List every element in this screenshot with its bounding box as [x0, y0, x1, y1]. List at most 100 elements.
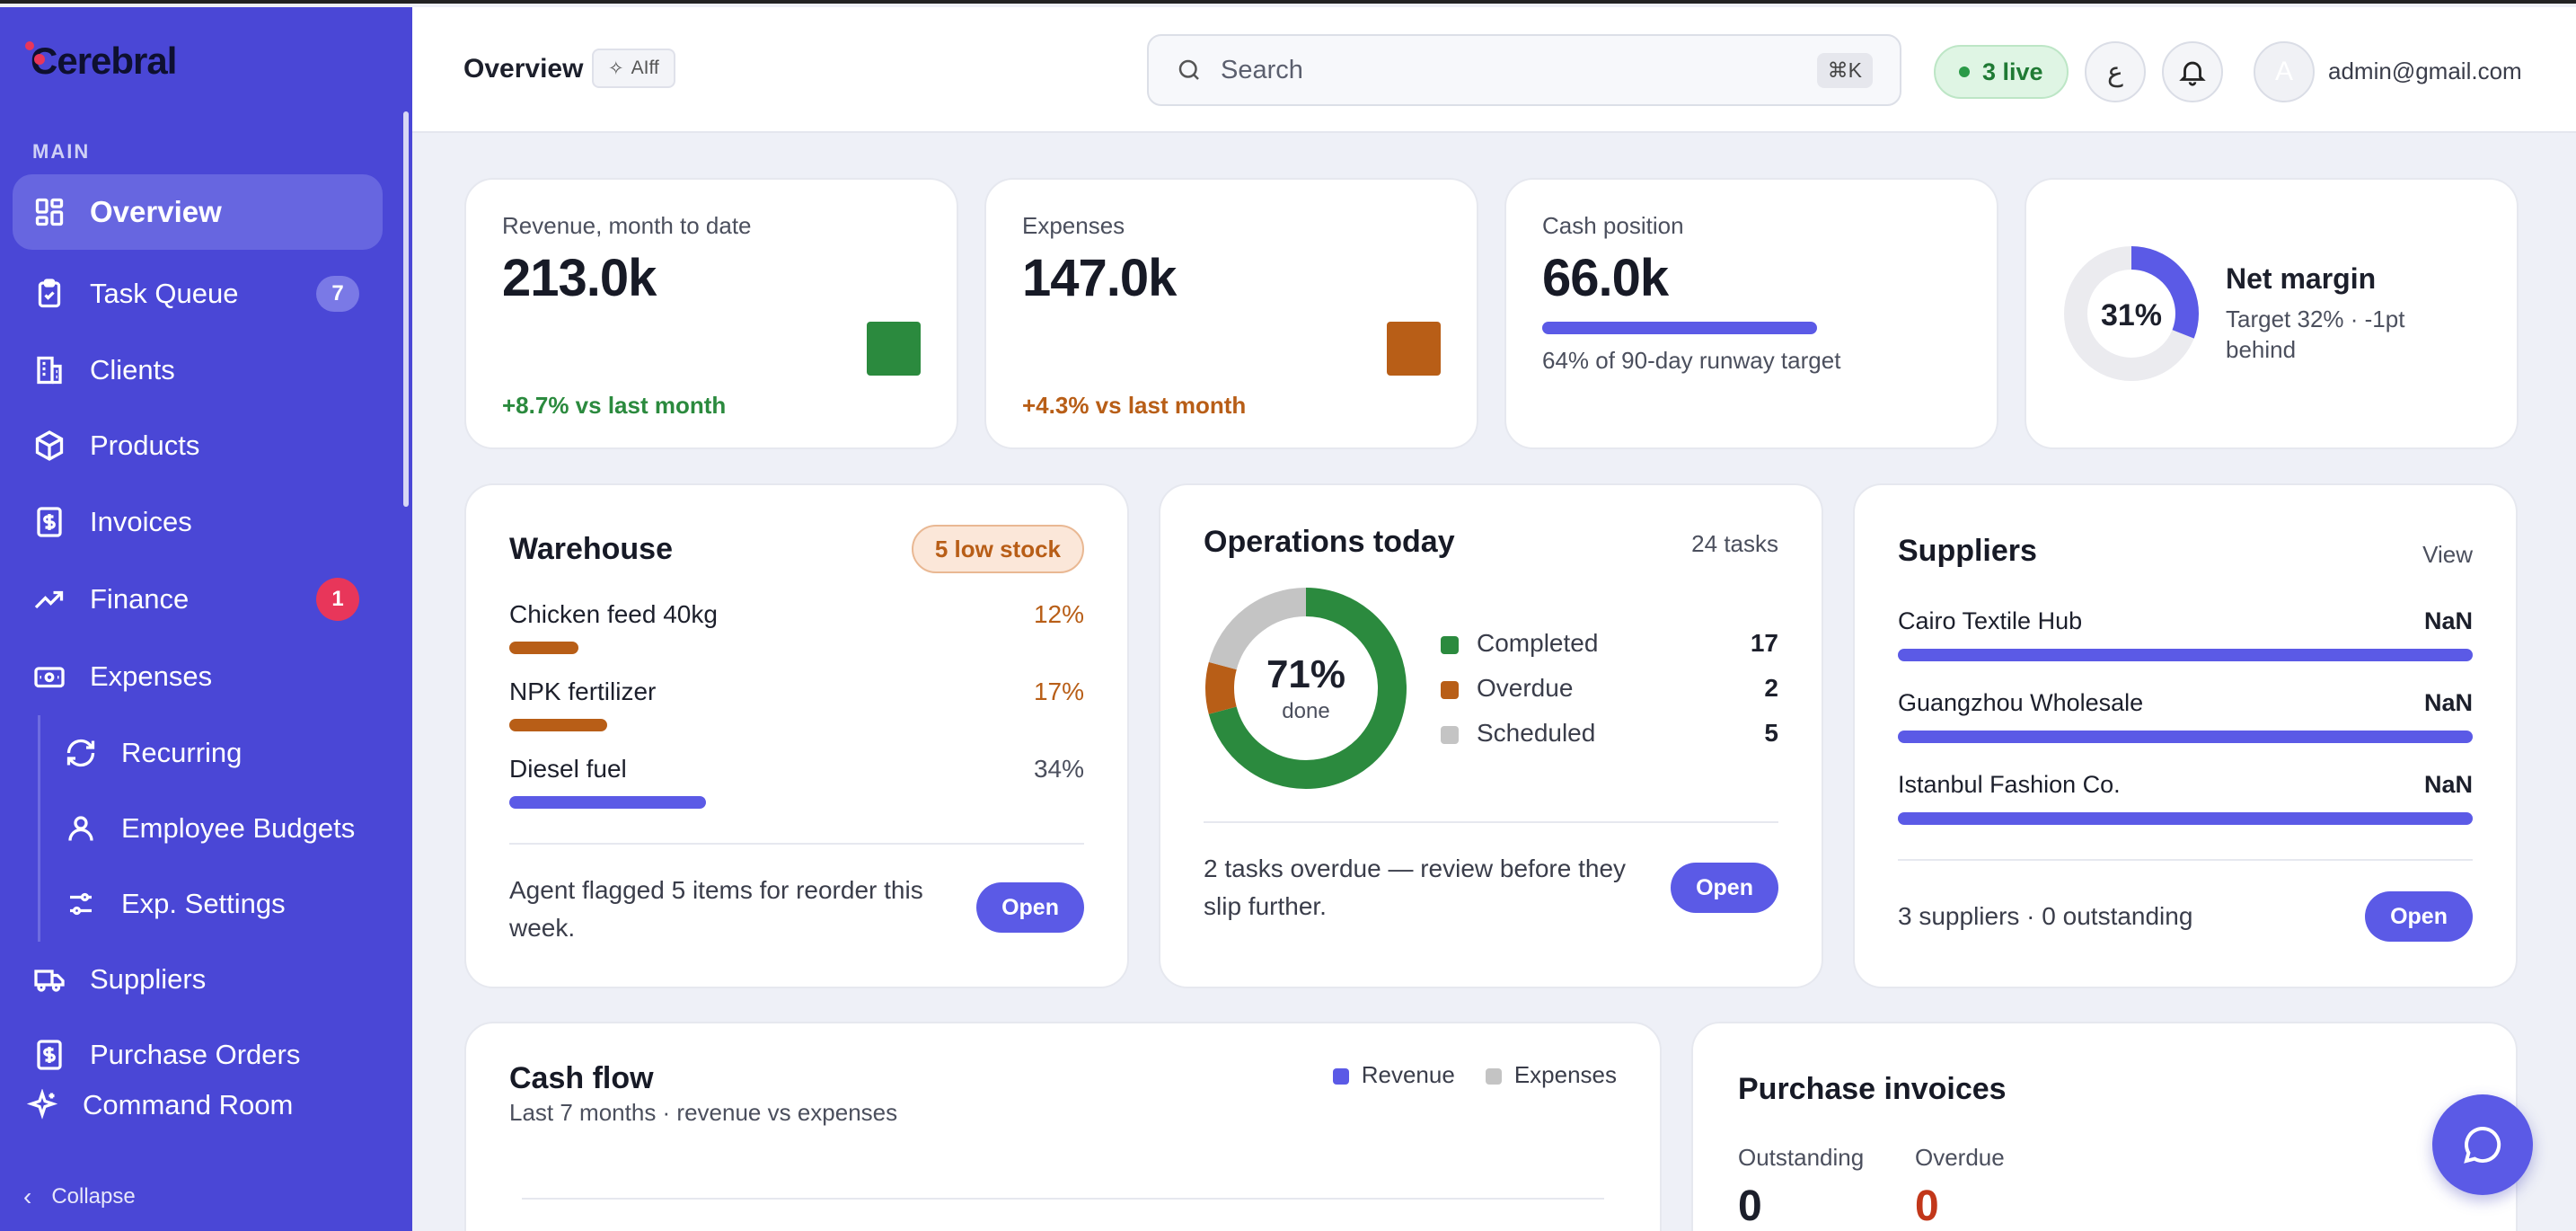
sidebar-item-label: Expenses: [90, 660, 213, 692]
legend-swatch: [1485, 1068, 1502, 1085]
warehouse-open-button[interactable]: Open: [976, 882, 1084, 933]
purchase-invoices-title: Purchase invoices: [1738, 1072, 2007, 1106]
legend-swatch: [1441, 681, 1459, 699]
wallet-icon: [32, 660, 66, 694]
supplier-name: Cairo Textile Hub: [1898, 607, 2083, 634]
invoice-icon: [32, 1038, 66, 1072]
notifications-button[interactable]: [2162, 41, 2223, 102]
sidebar-item-label: Overview: [90, 195, 222, 228]
sidebar-scrollbar[interactable]: [403, 111, 409, 507]
supplier-row[interactable]: Cairo Textile Hub NaN: [1898, 607, 2473, 661]
chat-button[interactable]: [2432, 1094, 2533, 1195]
sidebar-item-products[interactable]: Products: [13, 408, 383, 483]
sidebar-item-invoices[interactable]: Invoices: [13, 484, 383, 560]
operations-task-count: 24 tasks: [1691, 530, 1778, 557]
ai-chip-label: AIff: [631, 58, 659, 78]
legend-value: 5: [1764, 719, 1778, 747]
user-email[interactable]: admin@gmail.com: [2328, 58, 2522, 84]
collapse-button[interactable]: ‹ Collapse: [23, 1182, 136, 1211]
operations-percent: 71%: [1266, 652, 1346, 696]
sidebar-item-recurring[interactable]: Recurring: [38, 715, 383, 791]
divider: [509, 843, 1084, 845]
suppliers-view-link[interactable]: View: [2422, 541, 2473, 568]
sidebar-item-expenses[interactable]: Expenses: [13, 639, 383, 714]
supplier-bar: [1898, 731, 2473, 743]
legend-label: Expenses: [1513, 1061, 1617, 1088]
avatar[interactable]: A: [2254, 41, 2315, 102]
legend-label: Scheduled: [1477, 719, 1596, 747]
revenue-card: Revenue, month to date 213.0k +8.7% vs l…: [464, 178, 958, 449]
finance-alert-badge: 1: [316, 578, 359, 621]
sidebar-item-finance[interactable]: Finance 1: [13, 562, 383, 637]
legend-swatch: [1441, 726, 1459, 744]
sidebar-item-suppliers[interactable]: Suppliers: [13, 942, 383, 1017]
warehouse-level-bar: [509, 796, 706, 809]
nav-section-main: MAIN: [32, 140, 91, 163]
search-input[interactable]: Search ⌘K: [1147, 34, 1901, 106]
ai-chip[interactable]: ✧ AIff: [592, 49, 675, 88]
supplier-value: NaN: [2423, 607, 2473, 634]
sidebar-item-label: Products: [90, 430, 200, 461]
warehouse-item-name: Diesel fuel: [509, 755, 627, 783]
sidebar-item-clients[interactable]: Clients: [13, 332, 383, 408]
live-status-badge[interactable]: 3 live: [1934, 45, 2069, 99]
warehouse-item-pct: 12%: [1033, 600, 1084, 628]
legend-label: Overdue: [1477, 674, 1574, 702]
clipboard-icon: [32, 277, 66, 311]
low-stock-badge[interactable]: 5 low stock: [911, 525, 1084, 573]
app-logo[interactable]: Cerebral: [25, 40, 177, 83]
sparkle-icon: ✧: [608, 58, 624, 79]
revenue-swatch: [867, 322, 921, 376]
sidebar-item-label: Exp. Settings: [121, 888, 286, 919]
supplier-bar: [1898, 812, 2473, 825]
sidebar-item-exp-settings[interactable]: Exp. Settings: [38, 866, 383, 942]
sidebar-item-command-room[interactable]: Command Room: [5, 1067, 375, 1143]
supplier-row[interactable]: Istanbul Fashion Co. NaN: [1898, 771, 2473, 825]
legend-swatch: [1441, 636, 1459, 654]
sidebar-item-label: Invoices: [90, 506, 192, 537]
language-toggle-button[interactable]: ع: [2085, 41, 2146, 102]
suppliers-note: 3 suppliers · 0 outstanding: [1898, 902, 2193, 930]
supplier-value: NaN: [2423, 771, 2473, 798]
operations-open-button[interactable]: Open: [1671, 863, 1778, 913]
sidebar-item-overview[interactable]: Overview: [13, 174, 383, 250]
expenses-delta: +4.3% vs last month: [1022, 392, 1247, 419]
live-dot-icon: [1959, 66, 1970, 77]
legend-revenue[interactable]: Revenue: [1332, 1061, 1455, 1089]
legend-expenses[interactable]: Expenses: [1485, 1061, 1617, 1089]
purchase-invoices-card: Purchase invoices Outstanding 0 Overdue …: [1691, 1022, 2518, 1231]
revenue-value: 213.0k: [502, 249, 657, 307]
sidebar-item-task-queue[interactable]: Task Queue 7: [13, 256, 383, 332]
legend-value: 2: [1764, 674, 1778, 702]
supplier-bar: [1898, 649, 2473, 661]
expenses-label: Expenses: [1022, 212, 1125, 239]
sidebar-item-label: Clients: [90, 354, 175, 385]
sidebar-item-employee-budgets[interactable]: Employee Budgets: [38, 791, 383, 866]
warehouse-card: Warehouse 5 low stock Chicken feed 40kg …: [464, 483, 1129, 988]
supplier-value: NaN: [2423, 689, 2473, 716]
live-label: 3 live: [1982, 58, 2043, 85]
bell-icon: [2177, 57, 2208, 87]
cash-value: 66.0k: [1542, 249, 1669, 307]
net-margin-card: 31% Net margin Target 32% · -1pt behind: [2025, 178, 2519, 449]
suppliers-open-button[interactable]: Open: [2365, 891, 2473, 942]
margin-value: 31%: [2100, 298, 2163, 332]
sidebar-item-purchase-orders[interactable]: Purchase Orders: [13, 1017, 383, 1093]
operations-percent-label: done: [1282, 699, 1330, 723]
sidebar-item-label: Finance: [90, 583, 190, 615]
warehouse-item-name: NPK fertilizer: [509, 677, 657, 705]
warehouse-item: Diesel fuel 34%: [509, 755, 1084, 818]
revenue-delta: +8.7% vs last month: [502, 392, 727, 419]
invoice-icon: [32, 505, 66, 539]
operations-note: 2 tasks overdue — review before they sli…: [1204, 855, 1627, 920]
overdue-value: 0: [1915, 1182, 1939, 1230]
overdue-label: Overdue: [1915, 1144, 2005, 1171]
supplier-name: Istanbul Fashion Co.: [1898, 771, 2121, 798]
chart-gridline: [522, 1198, 1604, 1200]
warehouse-level-bar: [509, 719, 607, 731]
grid-icon: [32, 195, 66, 229]
legend-swatch: [1332, 1068, 1349, 1085]
suppliers-card: Suppliers View Cairo Textile Hub NaN Gua…: [1853, 483, 2518, 988]
net-margin-donut: [2064, 246, 2199, 381]
supplier-row[interactable]: Guangzhou Wholesale NaN: [1898, 689, 2473, 743]
